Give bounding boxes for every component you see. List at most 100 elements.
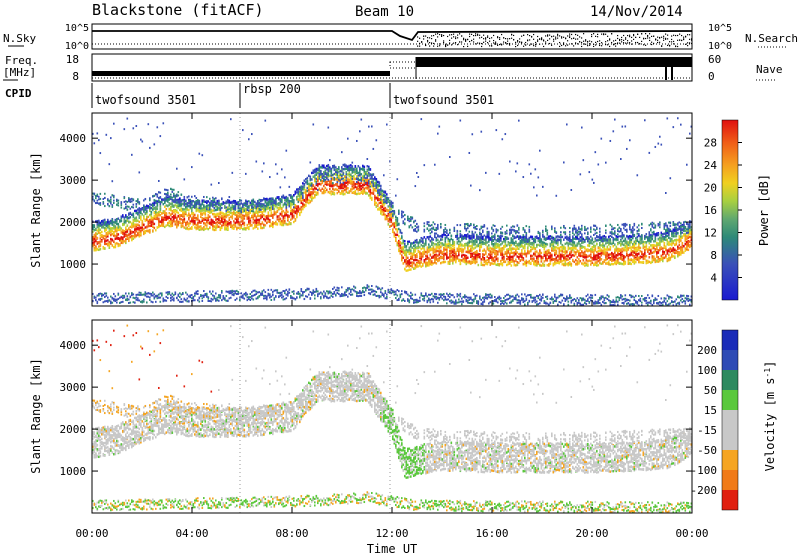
power-mark [153,215,156,218]
power-mark [252,198,255,201]
power-mark [224,201,226,205]
noise-search-dot [533,45,535,47]
power-mark [366,192,369,195]
power-mark [126,117,129,120]
power-mark [159,296,162,299]
power-mark [414,248,417,252]
power-mark [126,216,129,219]
noise-search-dot [689,38,691,40]
noise-search-dot [487,35,489,37]
power-mark [317,290,319,293]
noise-search-dot [515,45,517,48]
power-mark [291,196,294,199]
power-mark [101,294,103,297]
power-mark [209,211,211,214]
noise-search-dot [645,37,647,40]
power-mark [320,166,322,169]
power-mark [429,259,432,262]
power-mark [365,287,367,290]
power-mark [248,298,250,301]
power-mark [225,221,228,224]
power-mark [381,199,384,202]
power-mark [312,290,315,293]
power-mark [212,227,214,230]
power-mark [177,223,180,226]
power-mark [396,178,399,181]
noise-search-dot [607,35,609,37]
power-mark [344,192,346,196]
power-mark [410,245,412,248]
power-mark [380,189,382,192]
noise-search-dot [621,41,623,43]
power-mark [264,297,267,300]
power-mark [272,214,274,218]
power-mark [267,217,270,220]
power-mark [161,200,163,204]
power-mark [315,290,318,293]
power-mark [255,211,258,214]
power-mark [348,166,351,170]
power-mark [273,201,276,205]
power-mark [105,228,108,232]
power-mark [297,200,300,203]
power-mark [215,297,217,300]
power-mark [137,211,139,215]
power-mark [264,219,267,223]
power-mark [107,235,109,238]
power-mark [230,224,232,228]
power-mark [333,176,336,179]
power-mark [261,204,264,207]
power-mark [114,298,117,301]
power-mark [183,198,186,201]
power-mark [330,193,333,196]
power-mark [375,189,378,193]
power-mark [140,229,142,233]
power-mark [197,299,199,302]
power-mark [117,293,120,296]
power-mark [401,290,403,293]
power-mark [221,218,223,222]
power-mark [255,293,258,296]
power-mark [197,221,199,225]
power-mark [318,167,321,170]
power-mark [218,218,220,221]
power-mark [123,235,126,238]
power-mark [132,219,135,223]
power-mark [99,224,102,227]
power-mark [389,225,391,228]
power-mark [270,205,273,208]
power-mark [237,215,240,218]
power-mark [182,218,184,222]
power-mark [230,292,232,295]
power-mark [266,296,268,299]
power-mark [275,197,277,200]
power-mark [363,176,366,179]
noise-search-dot [637,33,639,35]
power-mark [260,204,262,207]
noise-search-dot [595,41,597,44]
power-mark [399,294,402,297]
power-mark [357,179,360,182]
power-mark [144,219,147,222]
power-mark [240,215,243,219]
power-mark [306,200,309,204]
power-mark [399,237,402,241]
power-mark [315,167,318,171]
power-mark [365,177,367,180]
power-mark [273,298,276,301]
power-mark [345,179,348,182]
power-mark [225,224,228,227]
power-mark [186,208,189,211]
power-mark [381,192,384,196]
power-mark [323,177,325,180]
power-mark [372,191,375,194]
cpid-row: CPID twofsound 3501 rbsp 200 twofsound 3… [5,82,494,108]
power-mark [339,191,342,195]
power-mark [384,191,387,194]
power-mark [369,168,372,171]
power-mark [374,293,376,296]
power-mark [141,224,144,227]
noise-search-dot [605,41,607,43]
power-mark [359,130,361,133]
power-mark [138,293,141,296]
